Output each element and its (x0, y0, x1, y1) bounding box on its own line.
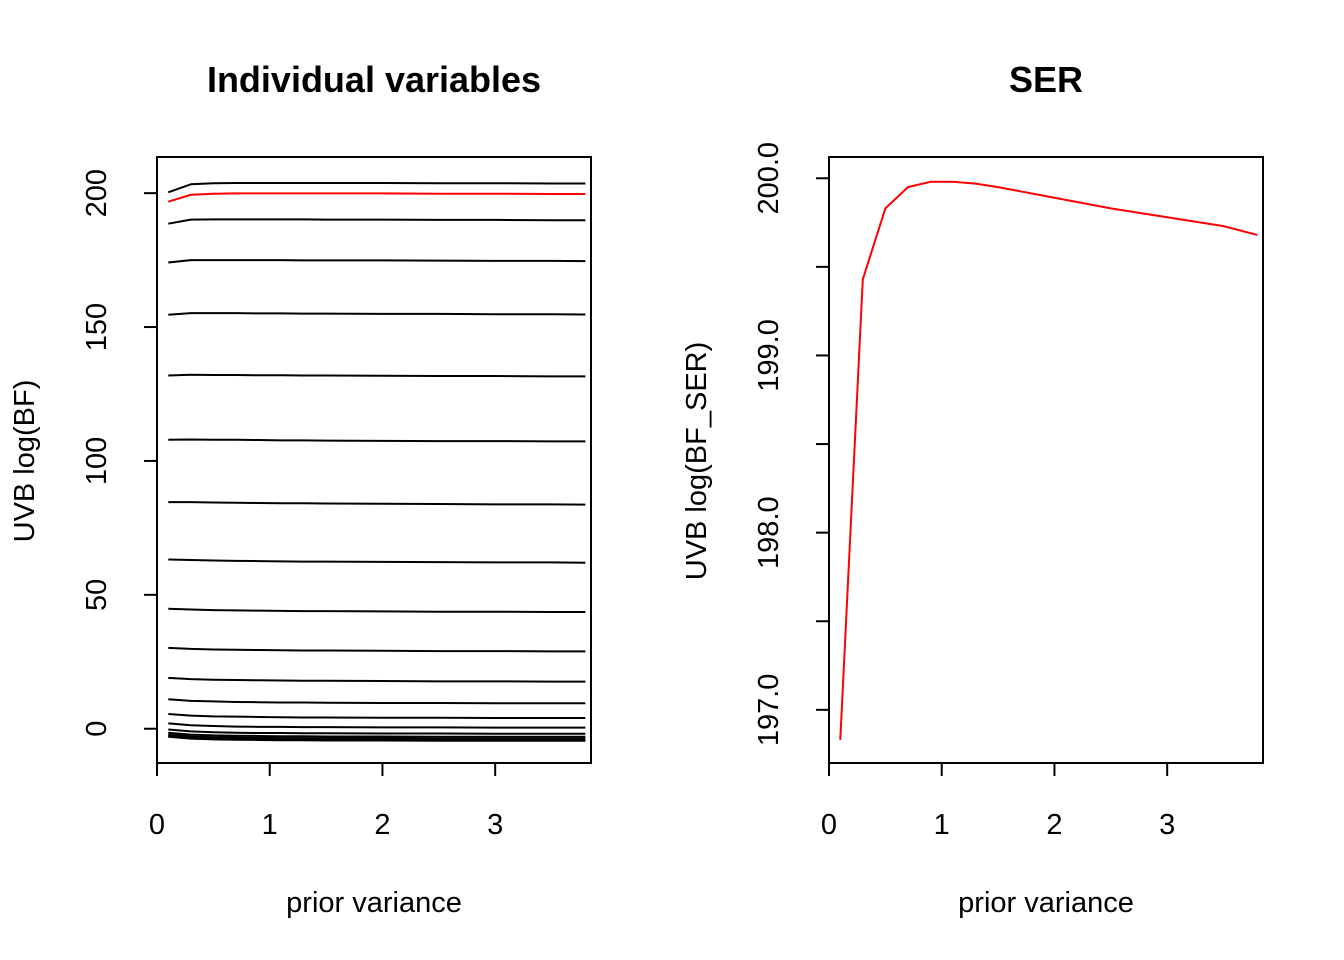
x-axis: 0 1 2 3 (149, 762, 503, 841)
series-line (168, 731, 586, 738)
series-line (168, 259, 586, 264)
x-tick-label: 0 (821, 809, 837, 841)
series-line (167, 181, 586, 194)
y-tick-label: 150 (81, 303, 113, 351)
y-tick-label: 197.0 (753, 674, 785, 747)
chart-title: SER (1009, 59, 1083, 100)
plot-frame (156, 156, 592, 764)
series-line-highlight (839, 180, 1258, 741)
y-axis-label: UVB log(BF) (9, 380, 41, 543)
plot-lines (839, 180, 1258, 741)
x-axis-label: prior variance (958, 887, 1134, 919)
panel-ser: SER 0 1 2 3 197.0 198.0 199.0 200.0 prior vari… (681, 59, 1264, 919)
y-tick-label: 100 (81, 437, 113, 485)
series-line (168, 438, 586, 443)
x-tick-label: 1 (934, 809, 950, 841)
y-axis-label: UVB log(BF_SER) (681, 342, 713, 581)
x-tick-label: 2 (374, 809, 390, 841)
y-tick-label: 0 (81, 721, 113, 737)
plot-frame (828, 156, 1264, 764)
x-tick-label: 2 (1046, 809, 1062, 841)
series-line (168, 722, 586, 729)
series-line (168, 312, 586, 316)
series-line (168, 698, 586, 705)
y-axis: 197.0 198.0 199.0 200.0 (753, 142, 830, 747)
y-tick-label: 199.0 (753, 319, 785, 392)
series-line-highlight (167, 192, 586, 203)
x-tick-label: 3 (487, 809, 503, 841)
y-tick-label: 198.0 (753, 496, 785, 569)
y-tick-label: 200.0 (753, 142, 785, 215)
plot-lines (167, 181, 586, 742)
series-line (168, 646, 586, 653)
panel-individual-variables: Individual variables 0 1 2 3 0 50 100 150 200 p… (9, 59, 592, 919)
series-line (168, 558, 586, 564)
y-tick-label: 200 (81, 169, 113, 217)
y-axis: 0 50 100 150 200 (81, 169, 158, 737)
x-tick-label: 3 (1159, 809, 1175, 841)
chart-title: Individual variables (207, 59, 541, 100)
series-line (168, 676, 586, 683)
x-axis-label: prior variance (286, 887, 462, 919)
series-line (168, 607, 586, 613)
series-line (168, 735, 586, 742)
y-tick-label: 50 (81, 579, 113, 611)
series-line (168, 373, 586, 378)
x-axis: 0 1 2 3 (821, 762, 1175, 841)
x-tick-label: 0 (149, 809, 165, 841)
series-line (168, 728, 586, 735)
series-line (168, 218, 586, 225)
series-line (168, 713, 586, 720)
x-tick-label: 1 (262, 809, 278, 841)
series-line (168, 501, 586, 506)
